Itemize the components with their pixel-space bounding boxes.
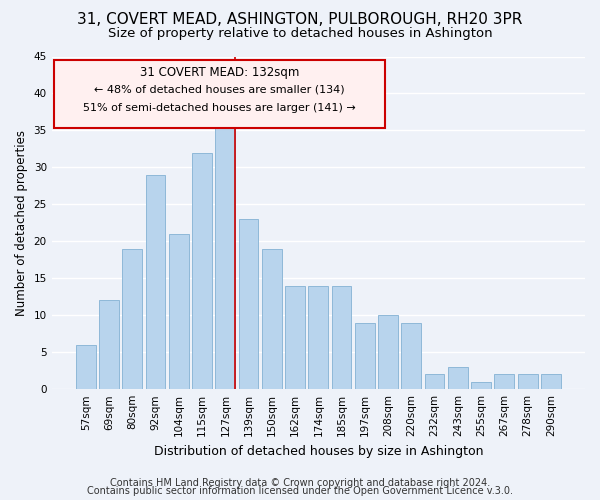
Bar [378,316,398,389]
Bar [448,367,468,389]
Bar [169,234,188,389]
Text: Contains public sector information licensed under the Open Government Licence v.: Contains public sector information licen… [87,486,513,496]
Bar [541,374,561,389]
Bar [308,286,328,389]
Bar [215,116,235,389]
Text: ← 48% of detached houses are smaller (134): ← 48% of detached houses are smaller (13… [94,85,345,95]
Bar [401,322,421,389]
Bar [494,374,514,389]
FancyBboxPatch shape [55,60,385,128]
Text: 31, COVERT MEAD, ASHINGTON, PULBOROUGH, RH20 3PR: 31, COVERT MEAD, ASHINGTON, PULBOROUGH, … [77,12,523,26]
Bar [518,374,538,389]
Text: 31 COVERT MEAD: 132sqm: 31 COVERT MEAD: 132sqm [140,66,299,80]
Bar [192,152,212,389]
Bar [239,219,259,389]
Bar [146,175,166,389]
Bar [76,345,95,389]
Bar [99,300,119,389]
Bar [425,374,445,389]
Bar [332,286,352,389]
Text: Contains HM Land Registry data © Crown copyright and database right 2024.: Contains HM Land Registry data © Crown c… [110,478,490,488]
Bar [122,248,142,389]
Bar [355,322,375,389]
Bar [262,248,282,389]
Text: 51% of semi-detached houses are larger (141) →: 51% of semi-detached houses are larger (… [83,103,356,113]
Bar [471,382,491,389]
Y-axis label: Number of detached properties: Number of detached properties [15,130,28,316]
X-axis label: Distribution of detached houses by size in Ashington: Distribution of detached houses by size … [154,444,483,458]
Text: Size of property relative to detached houses in Ashington: Size of property relative to detached ho… [107,28,493,40]
Bar [285,286,305,389]
